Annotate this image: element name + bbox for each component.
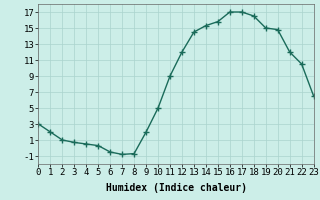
X-axis label: Humidex (Indice chaleur): Humidex (Indice chaleur) — [106, 183, 246, 193]
